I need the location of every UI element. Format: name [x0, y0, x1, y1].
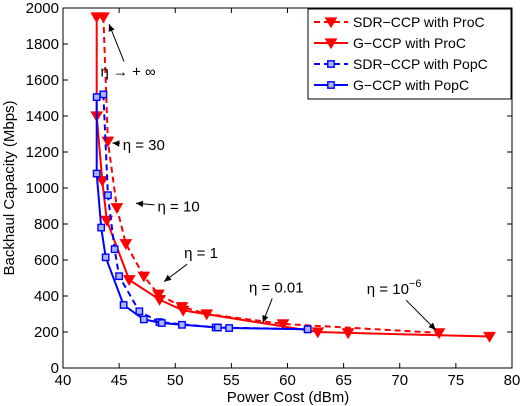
data-point	[341, 328, 355, 340]
data-point	[101, 253, 110, 262]
y-tick-label: 0	[51, 360, 59, 377]
annotation-6: η = 10−6	[367, 278, 437, 331]
series-line	[95, 17, 490, 338]
data-point	[152, 289, 165, 301]
annotation-text: η → + ∞	[100, 63, 156, 80]
data-point	[137, 271, 151, 283]
data-point	[100, 215, 114, 227]
data-point	[110, 245, 119, 254]
annotation-1: η → + ∞	[100, 24, 156, 80]
x-tick-label: 80	[504, 372, 521, 389]
data-point	[97, 223, 106, 232]
data-point	[303, 325, 312, 334]
legend-marker	[324, 17, 338, 29]
data-point	[311, 327, 325, 339]
y-tick-label: 400	[34, 288, 59, 305]
data-point	[135, 307, 144, 316]
data-point	[103, 191, 112, 200]
data-point	[92, 169, 101, 178]
series-2	[90, 12, 496, 343]
data-point	[119, 301, 128, 309]
annotation-3: η = 10	[135, 198, 200, 215]
annotation-4: η = 1	[163, 245, 218, 282]
data-point	[99, 90, 108, 99]
data-point	[110, 203, 124, 215]
annotation-arrow-head	[164, 274, 172, 282]
legend-label: SDR−CCP with ProC	[353, 14, 485, 30]
legend-marker	[324, 38, 338, 50]
data-point	[153, 294, 166, 306]
annotation-arrow-head	[136, 200, 144, 208]
data-point	[92, 93, 101, 102]
legend-label: SDR−CCP with PopC	[353, 56, 488, 72]
y-tick-label: 600	[34, 252, 59, 269]
y-tick-label: 200	[34, 324, 59, 341]
data-point	[157, 319, 166, 327]
y-tick-label: 1800	[26, 36, 59, 53]
legend-marker	[327, 81, 335, 89]
legend-entry-1: SDR−CCP with ProC	[314, 14, 485, 30]
series-4	[92, 93, 312, 334]
x-tick-label: 60	[279, 372, 296, 389]
legend-marker	[327, 60, 335, 68]
data-point	[139, 315, 148, 324]
x-tick-label: 75	[448, 372, 465, 389]
legend: SDR−CCP with ProC G−CCP with ProC SDR−CCP …	[307, 8, 512, 100]
annotation-text: η = 1	[184, 245, 218, 262]
legend-label: G−CCP with PopC	[353, 77, 469, 93]
y-tick-label: 1000	[26, 180, 59, 197]
data-point	[122, 275, 136, 287]
y-tick-label: 1400	[26, 108, 59, 125]
y-tick-label: 1600	[26, 72, 59, 89]
legend-label: G−CCP with ProC	[353, 35, 466, 51]
x-tick-label: 70	[391, 372, 408, 389]
annotation-arrow-head	[428, 322, 436, 330]
annotation-arrow-head	[108, 24, 115, 32]
annotation-text: η = 0.01	[249, 279, 304, 296]
x-axis-label: Power Cost (dBm)	[227, 389, 350, 406]
annotation-text: η = 10	[158, 198, 200, 215]
y-tick-label: 800	[34, 216, 59, 233]
y-tick-label: 1200	[26, 144, 59, 161]
legend-entry-4: G−CCP with PopC	[314, 77, 469, 93]
data-point	[432, 328, 446, 340]
series-layer	[90, 12, 496, 343]
x-tick-label: 40	[55, 372, 72, 389]
y-axis-label: Backhaul Capacity (Mbps)	[1, 100, 18, 275]
annotation-arrow-head	[112, 140, 120, 147]
data-point	[225, 324, 234, 332]
annotation-text: η = 10−6	[367, 278, 422, 298]
legend-entry-2: G−CCP with ProC	[314, 35, 466, 51]
data-point	[90, 12, 104, 24]
annotations: η → + ∞ η = 30 η = 10 η = 1 η = 0.01 η = 10−6	[100, 24, 437, 331]
annotation-text: η = 30	[123, 137, 165, 154]
data-point	[276, 319, 290, 331]
x-tick-label: 45	[111, 372, 128, 389]
annotation-2: η = 30	[112, 137, 165, 154]
data-point	[176, 305, 190, 317]
x-tick-label: 50	[167, 372, 184, 389]
data-point	[214, 323, 222, 332]
data-point	[95, 176, 109, 188]
y-tick-label: 2000	[26, 0, 59, 17]
data-point	[178, 320, 186, 329]
x-tick-label: 65	[335, 372, 352, 389]
axes: 40 45 50 55 60 65 70 75 800200400600800100012001…	[26, 0, 521, 389]
legend-entry-3: SDR−CCP with PopC	[314, 56, 488, 72]
annotation-5: η = 0.01	[249, 279, 304, 323]
x-tick-label: 55	[223, 372, 240, 389]
annotation-arrow-head	[262, 315, 269, 323]
data-point	[115, 272, 124, 281]
data-point	[483, 331, 496, 343]
data-point	[119, 239, 133, 251]
